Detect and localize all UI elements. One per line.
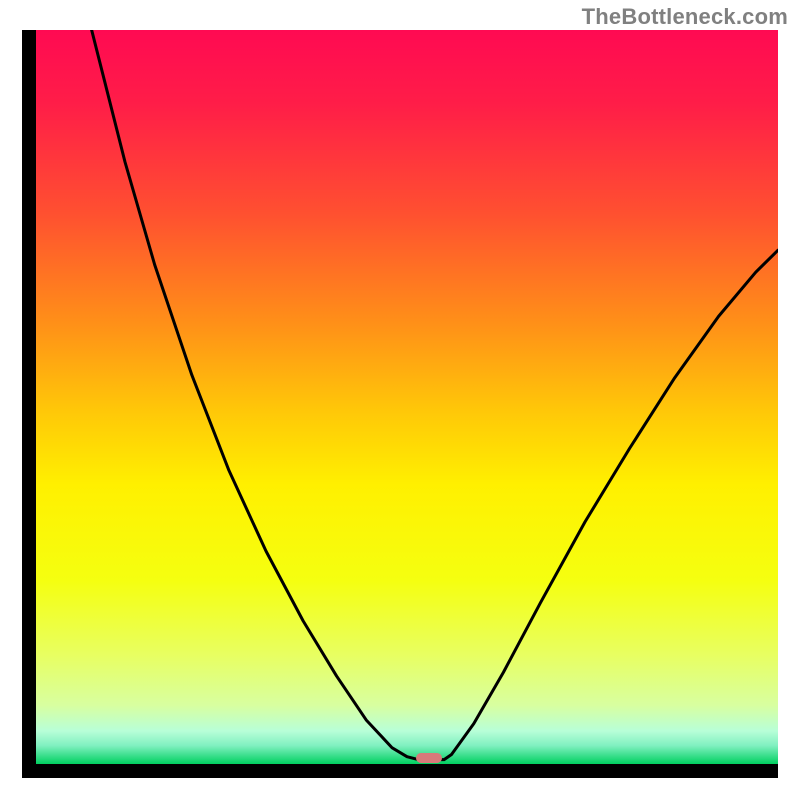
plot-area xyxy=(36,30,778,764)
chart-svg xyxy=(36,30,778,764)
watermark-text: TheBottleneck.com xyxy=(582,4,788,30)
gradient-background xyxy=(36,30,778,764)
chart-frame xyxy=(22,30,778,778)
chart-root: { "watermark": { "text": "TheBottleneck.… xyxy=(0,0,800,800)
minimum-marker xyxy=(416,753,442,763)
